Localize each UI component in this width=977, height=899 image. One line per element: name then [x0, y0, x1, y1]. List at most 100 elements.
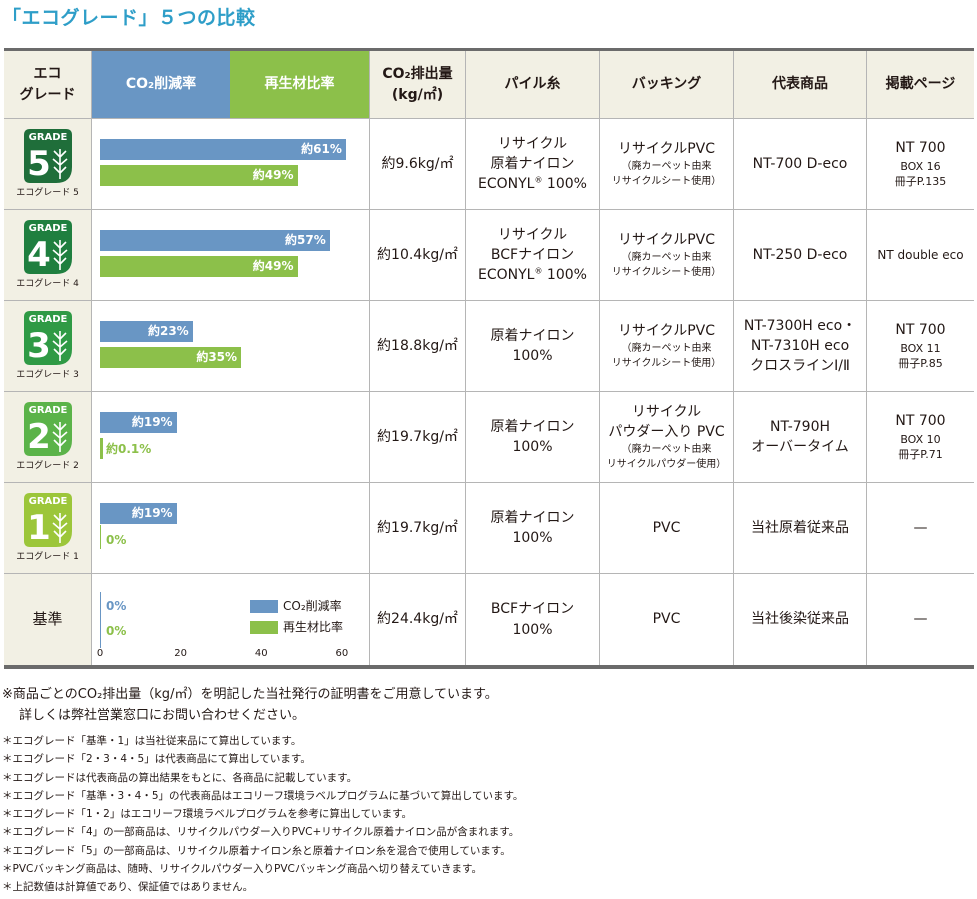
- note-small-7: ＊エコグレード「5」の一部商品は、リサイクル原着ナイロン糸と原着ナイロン糸を混合…: [2, 844, 511, 857]
- backing-note: リサイクルシート使用）: [611, 176, 722, 188]
- note-small-8: ＊PVCバッキング商品は、随時、リサイクルパウダー入りPVCバッキング商品へ切り…: [2, 863, 482, 876]
- bar-chart-cell: 0% 0% CO₂削減率 再生材比率 0 20 40 60: [92, 574, 370, 665]
- note-main-2: 詳しくは弊社営業窓口にお問い合わせください。: [19, 708, 306, 723]
- backing-note: （廃カーペット由来: [621, 444, 712, 456]
- representative-line: NT-790H: [769, 418, 831, 435]
- representative-cell: NT-790H オーバータイム: [734, 392, 867, 483]
- legend-recycled-swatch: [250, 621, 278, 635]
- representative-line: NT-7300H eco・: [743, 317, 857, 334]
- pile-yarn-line: 原着ナイロン: [490, 509, 575, 526]
- backing-line: リサイクルPVC: [617, 231, 716, 248]
- note-small-2: ＊エコグレード「2・3・4・5」は代表商品にて算出しています。: [2, 753, 311, 766]
- recycled-bar: [100, 438, 103, 459]
- grade-label: エコグレード 1: [16, 552, 79, 563]
- pile-yarn-line: ECONYL® 100%: [478, 175, 587, 193]
- page-cell: NT double eco: [867, 210, 974, 301]
- co2-bar-label: 約19%: [131, 414, 173, 429]
- pile-yarn-line: 100%: [512, 439, 553, 455]
- tick-label: 40: [254, 648, 268, 659]
- representative-cell: NT-7300H eco・ NT-7310H eco クロスラインⅠ/Ⅱ: [734, 301, 867, 392]
- co2-bar-label: 約23%: [147, 323, 189, 338]
- pile-yarn-cell: リサイクル BCFナイロン ECONYL® 100%: [466, 210, 600, 301]
- co2-bar: 約19%: [100, 503, 177, 524]
- representative-line: NT-7310H eco: [750, 337, 850, 354]
- pile-yarn-cell: 原着ナイロン 100%: [466, 483, 600, 574]
- pile-yarn-cell: リサイクル 原着ナイロン ECONYL® 100%: [466, 119, 600, 210]
- header-co2-reduction: CO₂削減率: [92, 51, 230, 118]
- grade-standard-label: 基準: [32, 609, 63, 628]
- backing-line: PVC: [652, 611, 681, 628]
- page-cell: —: [867, 483, 974, 574]
- representative-line: クロスラインⅠ/Ⅱ: [750, 358, 850, 375]
- svg-text:GRADE: GRADE: [28, 132, 67, 143]
- recycled-bar-label: 約49%: [252, 258, 294, 273]
- page-main: —: [913, 519, 928, 536]
- notes: ※商品ごとのCO₂排出量（kg/㎡）を明記した当社発行の証明書をご用意しています…: [2, 684, 972, 897]
- legend-recycled-label: 再生材比率: [283, 620, 344, 634]
- backing-note: リサイクルパウダー使用）: [606, 459, 727, 471]
- backing-note: （廃カーペット由来: [621, 252, 712, 264]
- grade-cell: GRADE 4 エコグレード 4: [4, 210, 92, 301]
- bar-chart-cell: 約19% 0%: [92, 483, 370, 574]
- backing-line: リサイクルPVC: [617, 140, 716, 157]
- svg-text:3: 3: [27, 326, 51, 366]
- co2-emission-value: 約19.7kg/㎡: [370, 392, 466, 483]
- co2-bar-label: 約57%: [285, 232, 326, 247]
- svg-text:GRADE: GRADE: [28, 405, 67, 416]
- grade-label: エコグレード 5: [16, 188, 79, 199]
- svg-text:GRADE: GRADE: [28, 496, 67, 507]
- note-small-1: ＊エコグレード「基準・1」は当社従来品にて算出しています。: [2, 735, 302, 747]
- page-main: —: [913, 611, 928, 628]
- header-recycled-ratio: 再生材比率: [230, 51, 369, 118]
- backing-note: リサイクルシート使用）: [611, 358, 722, 370]
- co2-bar: 約61%: [100, 139, 346, 160]
- pile-yarn-line: BCFナイロン: [490, 246, 575, 263]
- page-sub: BOX 16: [900, 159, 941, 173]
- header-representative: 代表商品: [734, 51, 867, 119]
- representative-cell: 当社後染従来品: [734, 574, 867, 665]
- representative-line: NT-250 D-eco: [752, 246, 848, 263]
- recycled-bar: 約49%: [100, 256, 298, 277]
- recycled-bar-label: 0%: [106, 533, 127, 547]
- pile-yarn-cell: 原着ナイロン 100%: [466, 392, 600, 483]
- page-cell: NT 700 BOX 11 冊子P.85: [867, 301, 974, 392]
- header-backing: バッキング: [600, 51, 734, 119]
- tick-label: 60: [335, 648, 349, 659]
- legend-co2: CO₂削減率: [250, 598, 342, 615]
- representative-cell: 当社原着従来品: [734, 483, 867, 574]
- backing-line: リサイクル: [631, 403, 702, 420]
- tick-label: 20: [174, 648, 187, 659]
- pile-yarn-line: 100%: [512, 530, 553, 546]
- co2-emission-value: 約24.4kg/㎡: [370, 574, 466, 665]
- co2-emission-value: 約19.7kg/㎡: [370, 483, 466, 574]
- pile-yarn-line: 100%: [512, 621, 553, 638]
- page-sub: 冊子P.71: [898, 448, 943, 462]
- pile-yarn-line: 原着ナイロン: [490, 327, 575, 344]
- header-pile-yarn: パイル糸: [466, 51, 600, 119]
- recycled-bar-label: 約0.1%: [106, 442, 152, 456]
- page-sub: BOX 11: [900, 341, 941, 355]
- backing-note: （廃カーペット由来: [621, 343, 712, 355]
- co2-bar-label: 0%: [106, 599, 127, 613]
- backing-cell: リサイクルPVC （廃カーペット由来 リサイクルシート使用）: [600, 301, 734, 392]
- page-main: NT 700: [895, 322, 946, 339]
- comparison-table: エコ グレード CO₂削減率 再生材比率 CO₂排出量 (kg/㎡) パイル糸 …: [4, 48, 974, 669]
- backing-cell: PVC: [600, 483, 734, 574]
- representative-line: 当社原着従来品: [751, 519, 849, 536]
- page-sub: NT double eco: [877, 248, 964, 262]
- legend-co2-swatch: [250, 600, 278, 614]
- legend-co2-label: CO₂削減率: [283, 599, 342, 613]
- grade-cell: GRADE 2 エコグレード 2: [4, 392, 92, 483]
- page-sub: 冊子P.85: [898, 357, 943, 371]
- note-small-3: ＊エコグレードは代表商品の算出結果をもとに、各商品に記載しています。: [2, 771, 358, 784]
- grade-cell: GRADE 3 エコグレード 3: [4, 301, 92, 392]
- representative-line: 当社後染従来品: [751, 611, 849, 628]
- pile-yarn-cell: BCFナイロン 100%: [466, 574, 600, 665]
- page-main: NT 700: [895, 140, 946, 157]
- svg-text:4: 4: [27, 235, 51, 275]
- svg-text:GRADE: GRADE: [28, 223, 67, 234]
- recycled-axis-line: [100, 525, 101, 549]
